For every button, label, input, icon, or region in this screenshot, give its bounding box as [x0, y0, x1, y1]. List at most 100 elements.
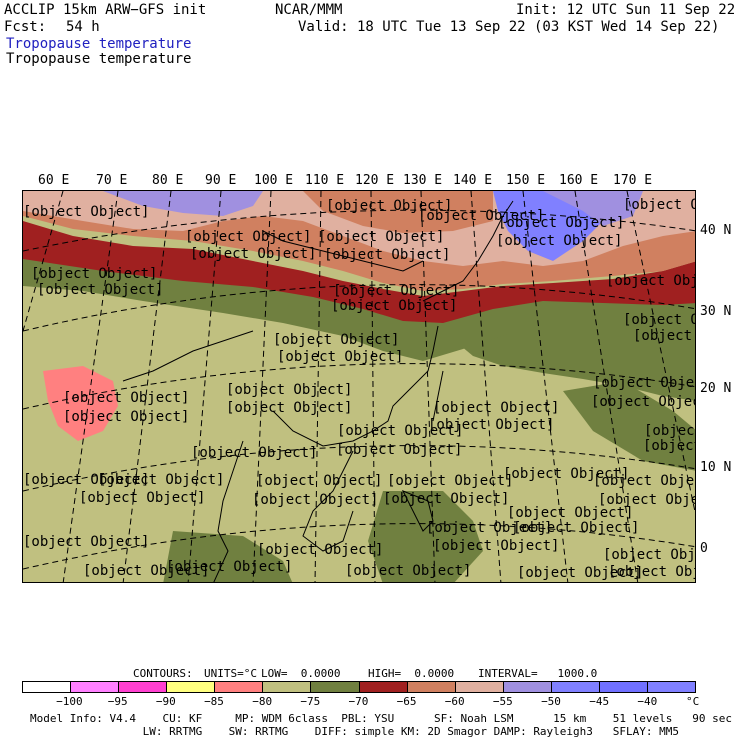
- map-label: [object Object]: [387, 473, 514, 489]
- legend-tick-label: −40: [637, 695, 658, 708]
- init-time: Init: 12 UTC Sun 11 Sep 22: [516, 2, 736, 18]
- legend-tick-label: −55: [492, 695, 513, 708]
- lon-label: 160 E: [559, 173, 599, 188]
- map-label: [object Object]: [273, 332, 400, 348]
- map-label: [object Object]: [23, 204, 150, 220]
- map-label: [object Object]: [190, 246, 317, 262]
- map-label: [object Object]: [337, 423, 464, 439]
- legend-swatch: [215, 682, 264, 692]
- map-label: [object Object]: [191, 445, 318, 461]
- map-label: [object Object]: [433, 400, 560, 416]
- map-label: [object Object]: [23, 472, 150, 488]
- map-label: [object Object]: [623, 197, 695, 213]
- legend-tick-label: −65: [396, 695, 417, 708]
- map-label: [object Object]: [166, 559, 293, 575]
- field-patch-south-1: [368, 491, 483, 582]
- map-label: [object Object]: [63, 409, 190, 425]
- map-label: [object Object]: [507, 505, 634, 521]
- contours-interval: INTERVAL= 1000.0: [478, 667, 598, 680]
- legend-tick-label: −80: [252, 695, 273, 708]
- lon-label: 70 E: [96, 173, 128, 188]
- map-label: [object Object]: [593, 473, 695, 489]
- map-label: [object Object]: [257, 542, 384, 558]
- lon-label: 60 E: [38, 173, 70, 188]
- legend-tick-label: −100: [56, 695, 83, 708]
- lat-label: 0: [700, 541, 708, 556]
- legend-swatch: [71, 682, 120, 692]
- lat-label: 10 N: [700, 460, 732, 475]
- lon-label: 140 E: [453, 173, 493, 188]
- map-label: [object Object]: [598, 492, 695, 508]
- map-label: [object Object]: [608, 564, 695, 580]
- map-field: [23, 191, 695, 582]
- valid-time: Valid: 18 UTC Tue 13 Sep 22 (03 KST Wed …: [298, 19, 720, 35]
- lon-label: 170 E: [613, 173, 653, 188]
- legend-tick-label: °C: [686, 695, 700, 708]
- legend-swatch: [599, 682, 649, 692]
- contours-label: CONTOURS:: [133, 667, 193, 680]
- lon-label: 120 E: [355, 173, 395, 188]
- map-label: [object Object]: [513, 520, 640, 536]
- lon-label: 90 E: [205, 173, 237, 188]
- legend-swatch: [263, 682, 312, 692]
- map-label: [object Object]: [83, 563, 210, 579]
- field-patch-east: [563, 381, 695, 471]
- legend-tick-label: −50: [541, 695, 561, 708]
- model-info-line1: Model Info: V4.4 CU: KF MP: WDM 6class P…: [30, 712, 732, 725]
- map-label: [object Object]: [324, 247, 451, 263]
- field-patch-salmon: [43, 366, 118, 441]
- field-patch-lavender-2: [543, 191, 643, 226]
- lon-label: 100 E: [254, 173, 294, 188]
- map-label: [object Object]: [496, 233, 623, 249]
- map-label: [object Object]: [606, 273, 695, 289]
- map-label: [object Object]: [517, 565, 644, 581]
- graticule: [23, 191, 695, 582]
- model-title: ACCLIP 15km ARW−GFS init: [4, 2, 207, 18]
- map-label: [object Object]: [31, 266, 158, 282]
- legend-tick-label: −75: [300, 695, 321, 708]
- map-label: [object Object]: [418, 208, 545, 224]
- lon-label: 130 E: [403, 173, 443, 188]
- legend-tick-label: −85: [204, 695, 224, 708]
- map-label: [object Object]: [591, 394, 695, 410]
- lon-label: 150 E: [506, 173, 546, 188]
- legend-tick-label: −95: [107, 695, 128, 708]
- legend-swatch: [455, 682, 504, 692]
- map-label: [object Object]: [498, 215, 625, 231]
- map-label: [object Object]: [433, 538, 560, 554]
- legend-swatch: [311, 682, 360, 692]
- contours-units: UNITS=°C: [204, 667, 257, 680]
- legend-tick-label: −90: [155, 695, 176, 708]
- legend-swatch: [119, 682, 168, 692]
- map-label: [object Object]: [603, 547, 696, 563]
- lat-label: 30 N: [700, 304, 732, 319]
- legend-swatch: [167, 682, 216, 692]
- color-legend: [22, 681, 696, 693]
- map-label: [object Object]: [643, 438, 695, 454]
- map-label: [object Object]: [226, 382, 353, 398]
- contours-low: LOW= 0.0000: [261, 667, 341, 680]
- map-label: [object Object]: [644, 423, 695, 439]
- model-info-line2: LW: RRTMG SW: RRTMG DIFF: simple KM: 2D …: [30, 725, 680, 738]
- map-label: [object Object]: [185, 229, 312, 245]
- lat-label: 20 N: [700, 381, 732, 396]
- lat-label: 40 N: [700, 223, 732, 238]
- map-label: [object Object]: [633, 328, 693, 344]
- legend-swatch: [551, 682, 600, 692]
- map-label: [object Object]: [226, 400, 353, 416]
- map-label: [object Object]: [503, 466, 630, 482]
- legend-swatch: [23, 682, 72, 692]
- map-label: [object Object]: [426, 520, 553, 536]
- map-label: [object Object]: [277, 349, 404, 365]
- map-label: [object Object]: [98, 472, 225, 488]
- field-band-red: [23, 221, 695, 323]
- field-patch-lavender: [103, 191, 263, 216]
- map-label: [object Object]: [623, 312, 695, 328]
- map-panel: [object Object] [object Object] [object …: [22, 190, 696, 583]
- fcst-value: 54 h: [66, 19, 100, 35]
- lon-label: 110 E: [305, 173, 345, 188]
- legend-swatch: [407, 682, 456, 692]
- map-label: [object Object]: [63, 390, 190, 406]
- map-label: [object Object]: [333, 283, 460, 299]
- fcst-label: Fcst:: [4, 19, 47, 35]
